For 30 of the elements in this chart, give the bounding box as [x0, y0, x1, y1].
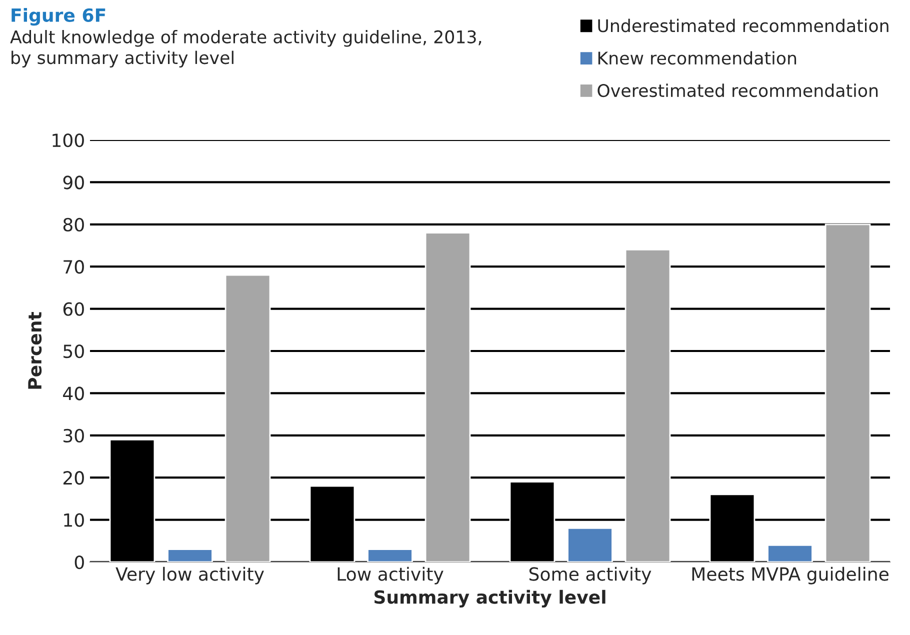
bar	[767, 544, 813, 562]
bar	[567, 528, 613, 562]
x-tick-label: Very low activity	[116, 566, 264, 584]
y-axis-title: Percent	[28, 312, 42, 389]
x-tick-label: Low activity	[338, 566, 444, 584]
y-tick-label: 60	[63, 302, 84, 316]
bar	[824, 224, 871, 562]
bar	[224, 274, 271, 562]
legend-label: Knew recommendation	[598, 51, 796, 65]
y-tick-label: 10	[64, 513, 84, 527]
x-tick-label: Some activity	[529, 566, 652, 584]
x-tick-label: Meets MVPA guideline	[692, 566, 888, 584]
y-tick-label: 70	[64, 260, 84, 274]
y-tick-label: 30	[64, 428, 84, 443]
chart-subtitle: Adult knowledge of moderate activity guideline, 2013, by summary activity level	[10, 30, 482, 68]
x-axis-title: Summary activity level	[374, 590, 606, 608]
bar	[367, 548, 413, 562]
y-tick-label: 0	[74, 555, 84, 570]
bar	[424, 232, 471, 562]
y-tick-label: 40	[63, 386, 84, 400]
legend-label: Overestimated recommendation	[598, 84, 878, 98]
y-tick-label: 50	[64, 344, 84, 358]
y-tick-label: 100	[52, 133, 84, 148]
chart-title: Figure 6F	[12, 8, 106, 26]
bar	[624, 249, 671, 562]
y-tick-label: 80	[63, 218, 84, 232]
y-tick-label: 90	[63, 176, 84, 190]
y-tick-label: 20	[63, 471, 84, 485]
legend-label: Underestimated recommendation	[598, 18, 888, 32]
bar	[167, 548, 213, 562]
